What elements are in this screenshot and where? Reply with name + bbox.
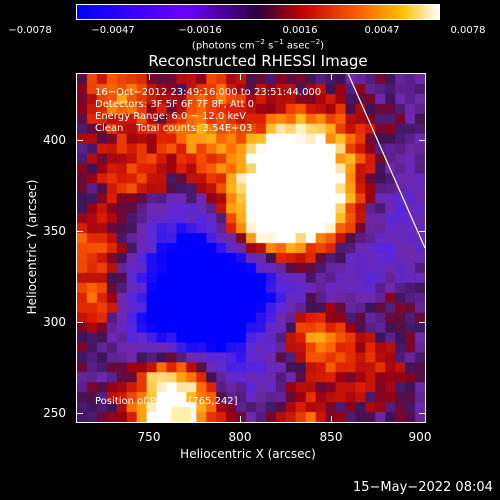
- tick-mark: [419, 231, 425, 232]
- image-plot: [76, 73, 426, 423]
- tick-mark: [331, 74, 332, 80]
- x-axis-label: Heliocentric X (arcsec): [180, 447, 316, 461]
- colorbar: [76, 4, 440, 20]
- colorbar-tick-label: 0.0016: [282, 25, 318, 36]
- y-tick-label: 300: [43, 315, 66, 329]
- tick-mark: [419, 140, 425, 141]
- colorbar-tick-label: 0.0047: [364, 25, 400, 36]
- y-tick-label: 350: [43, 224, 66, 238]
- colorbar-tick-label: −0.0016: [178, 25, 222, 36]
- energy-range: Energy Range: 6.0 − 12.0 keV: [95, 111, 246, 122]
- x-tick-label: 850: [319, 430, 343, 444]
- tick-mark: [77, 413, 83, 414]
- solar-limb-line: [347, 74, 425, 249]
- x-tick-label: 750: [137, 430, 161, 444]
- rhessi-image: [77, 74, 425, 422]
- x-tick-label: 800: [228, 430, 252, 444]
- detectors-info: Detectors: 3F 5F 6F 7F 8F, Att 0: [95, 99, 255, 110]
- x-tick-label: 900: [408, 430, 432, 444]
- tick-mark: [77, 231, 83, 232]
- tick-mark: [149, 416, 150, 422]
- tick-mark: [240, 416, 241, 422]
- colorbar-tick-label: −0.0078: [8, 25, 52, 36]
- tick-mark: [77, 322, 83, 323]
- tick-mark: [77, 140, 83, 141]
- creation-datestamp: 15−May−2022 08:04: [353, 480, 493, 495]
- y-tick-label: 400: [43, 133, 66, 147]
- tick-mark: [149, 74, 150, 80]
- y-tick-label: 250: [43, 406, 66, 420]
- tick-mark: [419, 322, 425, 323]
- observation-time: 16−Oct−2012 23:49:16.000 to 23:51:44.000: [95, 87, 322, 98]
- colorbar-unit-label: (photons cm−2 s−1 asec−2): [191, 38, 325, 52]
- tick-mark: [240, 74, 241, 80]
- tick-mark: [331, 416, 332, 422]
- colorbar-tick-label: 0.0078: [450, 25, 486, 36]
- limb-overlay: [347, 74, 425, 249]
- clean-total-counts: Clean Total counts: 3.54E+03: [95, 123, 253, 134]
- plot-title: Reconstructed RHESSI Image: [148, 52, 368, 70]
- tick-mark: [419, 413, 425, 414]
- y-axis-label: Heliocentric Y (arcsec): [25, 179, 39, 315]
- peak-position: Position of Peak = [765,242]: [95, 396, 238, 407]
- colorbar-tick-label: −0.0047: [91, 25, 135, 36]
